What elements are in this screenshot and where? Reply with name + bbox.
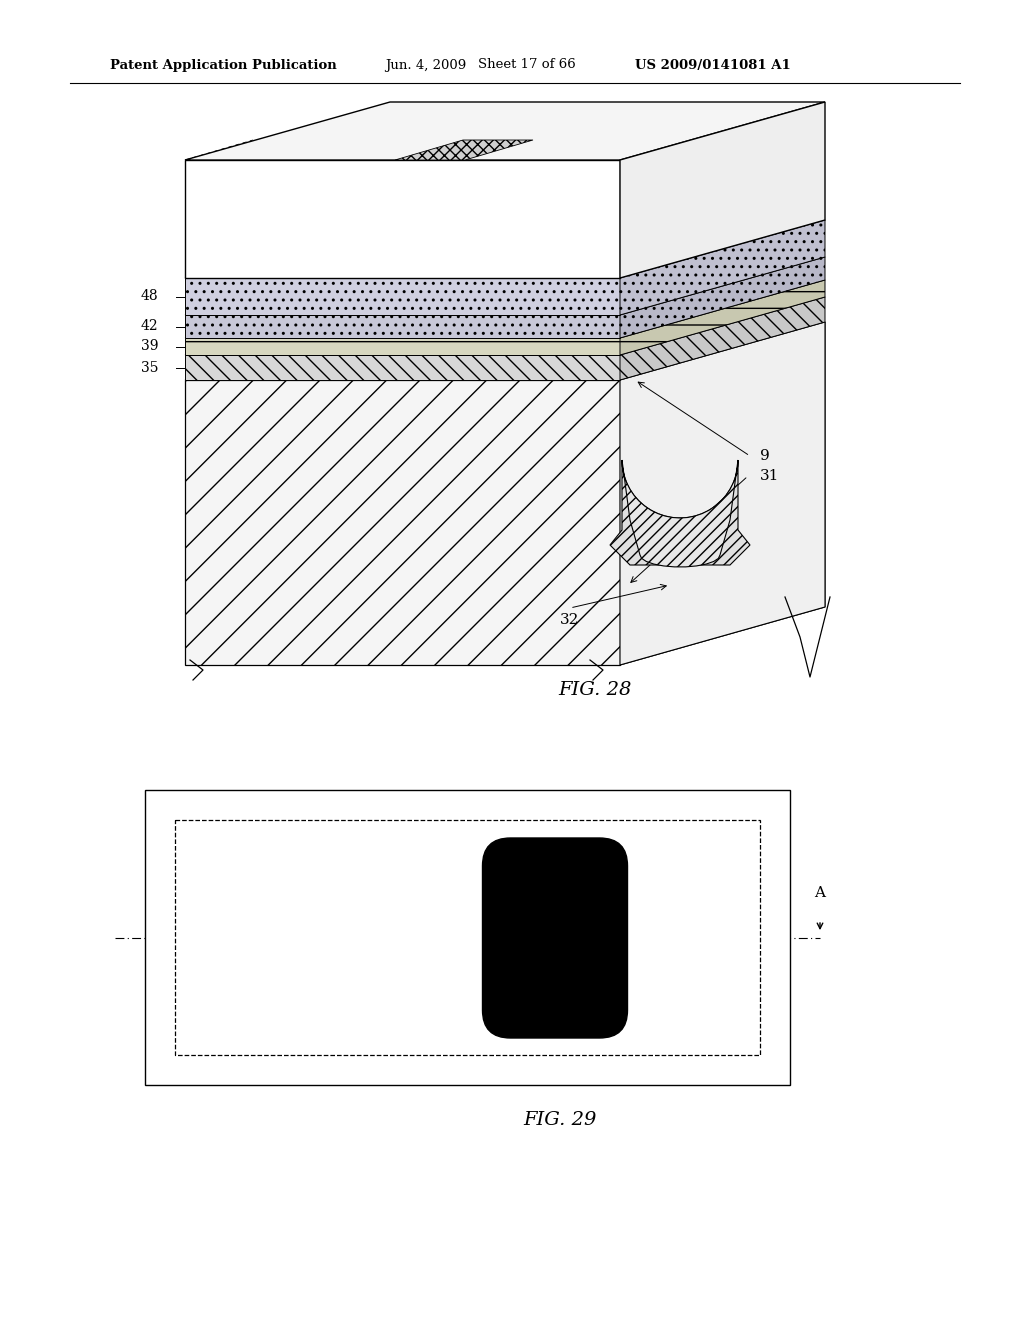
- Text: Patent Application Publication: Patent Application Publication: [110, 58, 337, 71]
- Polygon shape: [185, 322, 825, 380]
- Text: A: A: [170, 886, 180, 900]
- Text: FIG. 29: FIG. 29: [523, 1111, 597, 1129]
- Polygon shape: [620, 220, 825, 315]
- Text: US 2009/0141081 A1: US 2009/0141081 A1: [635, 58, 791, 71]
- Polygon shape: [185, 280, 825, 338]
- FancyBboxPatch shape: [482, 838, 628, 1038]
- Text: 42: 42: [140, 319, 158, 334]
- Text: 31: 31: [760, 469, 779, 483]
- Text: 35: 35: [140, 360, 158, 375]
- Polygon shape: [620, 102, 825, 279]
- Polygon shape: [185, 257, 825, 315]
- Polygon shape: [185, 279, 620, 315]
- Bar: [145, 789, 790, 1085]
- Text: 39: 39: [140, 339, 158, 354]
- Text: Sheet 17 of 66: Sheet 17 of 66: [478, 58, 575, 71]
- Polygon shape: [620, 280, 825, 355]
- Polygon shape: [185, 338, 620, 355]
- Polygon shape: [185, 160, 620, 279]
- Text: 48: 48: [140, 289, 158, 304]
- Text: FIG. 28: FIG. 28: [558, 681, 632, 700]
- Text: Jun. 4, 2009: Jun. 4, 2009: [385, 58, 466, 71]
- Polygon shape: [185, 297, 825, 355]
- Text: 32: 32: [560, 612, 580, 627]
- Polygon shape: [620, 297, 825, 380]
- Polygon shape: [395, 140, 534, 160]
- Bar: [175, 820, 760, 1055]
- Polygon shape: [620, 322, 825, 665]
- Polygon shape: [185, 380, 620, 665]
- Polygon shape: [185, 220, 825, 279]
- Text: 9: 9: [760, 449, 770, 463]
- Polygon shape: [620, 322, 825, 665]
- Polygon shape: [620, 257, 825, 338]
- Polygon shape: [622, 459, 738, 566]
- Polygon shape: [610, 459, 750, 565]
- Polygon shape: [185, 102, 825, 160]
- Text: 21: 21: [255, 199, 274, 213]
- Polygon shape: [185, 355, 620, 380]
- Text: A: A: [814, 886, 825, 900]
- Polygon shape: [185, 315, 620, 338]
